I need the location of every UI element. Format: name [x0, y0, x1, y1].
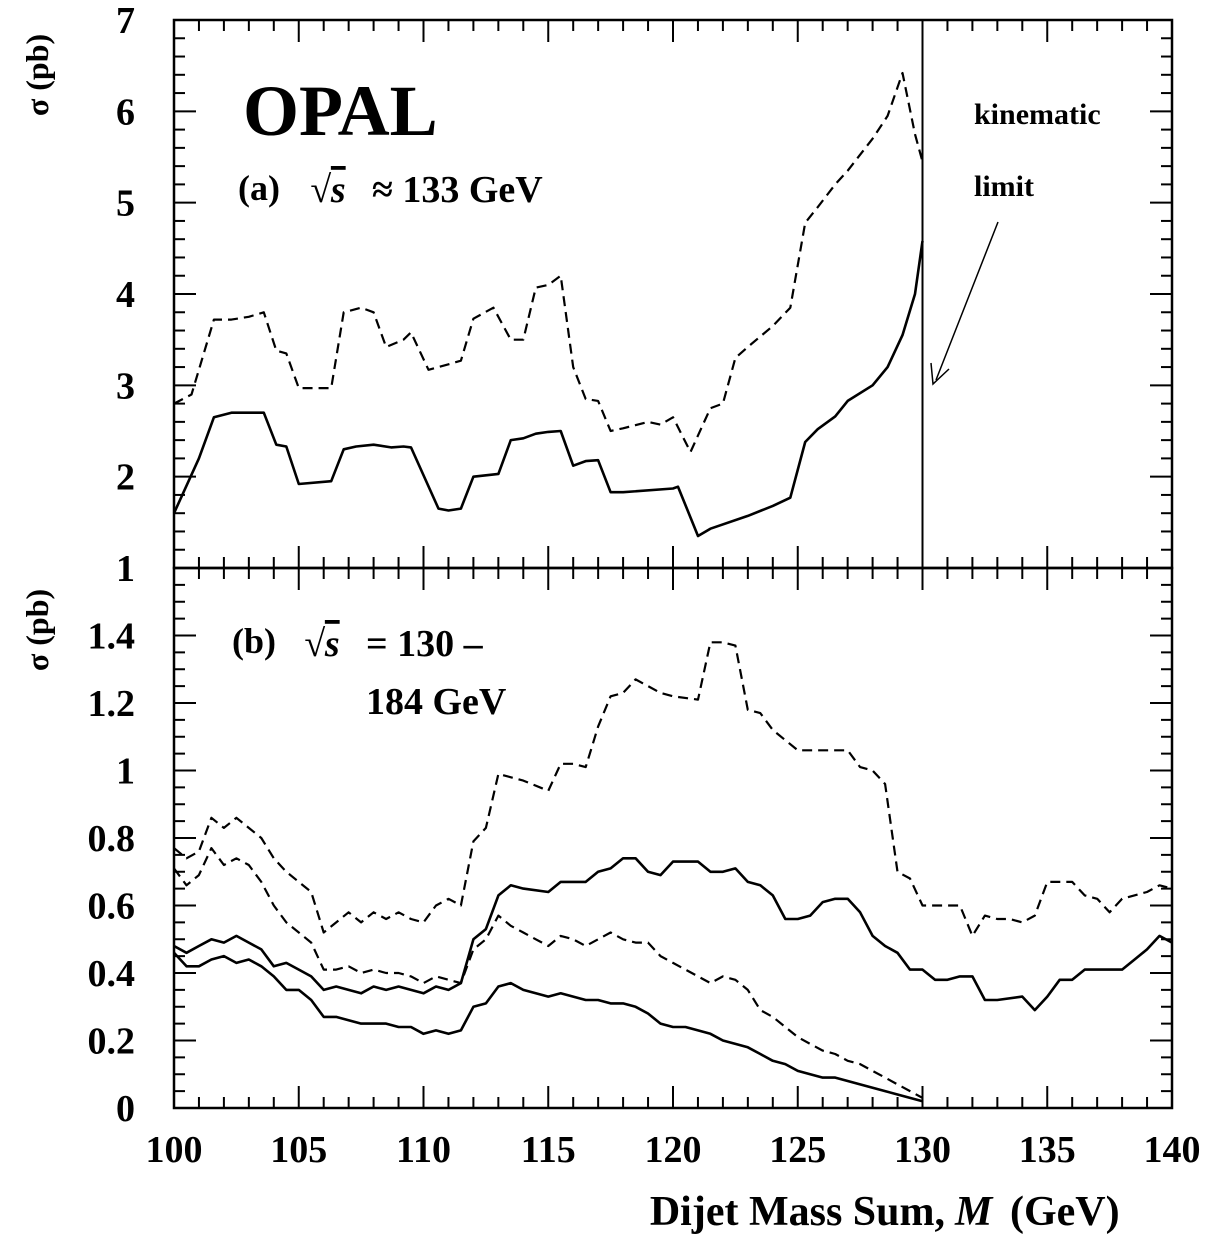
- panel-b-energy-line2: 184 GeV: [366, 681, 507, 723]
- x-tick-label: 120: [645, 1129, 702, 1171]
- x-tick-label: 115: [521, 1129, 576, 1171]
- kinematic-limit-label-2: limit: [974, 170, 1034, 203]
- experiment-label: OPAL: [243, 71, 438, 151]
- y-tick-label: 7: [116, 0, 135, 42]
- y-tick-label: 1.2: [88, 683, 136, 725]
- panel-b-y-axis-label: σ (pb): [19, 589, 55, 671]
- panel-a-y-tick-labels: 1 2 3 4 5 6 7: [116, 0, 135, 590]
- x-tick-label: 135: [1019, 1129, 1076, 1171]
- y-tick-label: 5: [116, 183, 135, 225]
- x-tick-label: 100: [146, 1129, 203, 1171]
- y-tick-label: 1: [116, 548, 135, 590]
- panel-a-energy: ≈ 133 GeV: [372, 169, 543, 211]
- panel-b-series: [173, 641, 1173, 1103]
- panel-a-dashed-curve-2: [173, 71, 924, 454]
- panel-b-energy-line1: = 130 –: [366, 623, 484, 665]
- x-tick-label: 125: [769, 1129, 826, 1171]
- panel-b-y-tick-labels: 0 0.2 0.4 0.6 0.8 1 1.2 1.4: [88, 616, 136, 1131]
- panel-a-ticks: [173, 19, 1173, 569]
- panel-a-y-axis-label: σ (pb): [19, 34, 55, 116]
- y-tick-label: 4: [116, 274, 135, 316]
- x-axis-label-variable: M: [954, 1189, 994, 1235]
- panel-b-dashed-curve-1: [173, 641, 1173, 938]
- x-tick-label: 110: [396, 1129, 451, 1171]
- panel-b-solid-curve-2: [173, 856, 1173, 1012]
- y-tick-label: 0.6: [88, 886, 136, 928]
- y-tick-label: 1: [116, 751, 135, 793]
- x-axis-label-prefix: Dijet Mass Sum,: [650, 1189, 945, 1235]
- kinematic-limit-arrow: [935, 221, 999, 381]
- y-tick-label: 0: [116, 1088, 135, 1130]
- y-tick-label: 0.4: [88, 953, 136, 995]
- panel-a-label: (a): [238, 168, 280, 208]
- x-tick-label: 140: [1144, 1129, 1201, 1171]
- x-tick-labels: 100 105 110 115 120 125 130 135 140: [146, 1129, 1201, 1171]
- y-tick-label: 3: [116, 365, 135, 407]
- y-tick-label: 2: [116, 457, 135, 499]
- x-axis-label-unit: (GeV): [1010, 1189, 1120, 1235]
- y-tick-label: 0.2: [88, 1021, 136, 1063]
- kinematic-limit-arrowhead: [930, 362, 950, 386]
- kinematic-limit-label-1: kinematic: [974, 98, 1101, 131]
- y-tick-label: 1.4: [88, 616, 136, 658]
- panel-b-label: (b): [232, 621, 276, 661]
- panel-b-dashed-curve-3: [173, 846, 924, 1099]
- x-tick-label: 105: [270, 1129, 327, 1171]
- y-tick-label: 0.8: [88, 818, 136, 860]
- y-tick-label: 6: [116, 91, 135, 133]
- panel-b-solid-curve-4: [173, 951, 923, 1103]
- panel-b-ticks: [173, 567, 1173, 1109]
- panel-b-sqrt-s: √s: [304, 623, 340, 665]
- panel-a-sqrt-s: √s: [310, 169, 346, 211]
- x-tick-label: 130: [894, 1129, 951, 1171]
- panel-a-series: [172, 71, 924, 538]
- panel-a-solid-curve-1: [172, 240, 924, 538]
